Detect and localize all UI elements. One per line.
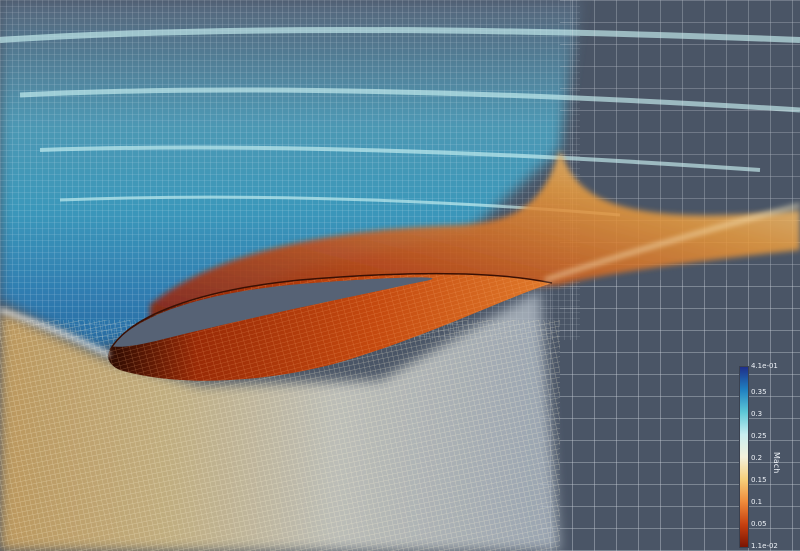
mach-colorbar: [739, 366, 749, 548]
colorbar-tick-label: 0.25: [751, 432, 767, 441]
colorbar-tick-label: 0.3: [751, 410, 763, 419]
colorbar-tick-label: 0.35: [751, 388, 767, 397]
colorbar-tick-label: 0.1: [751, 498, 763, 507]
colorbar-title: Mach: [772, 452, 781, 474]
colorbar-tick-label: 1.1e-02: [751, 542, 778, 550]
leading-edge-streak: [0, 308, 111, 357]
colorbar-tick-label: 0.2: [751, 454, 763, 463]
lower-right-mesh: [540, 280, 800, 551]
airfoil-upper-face: [112, 277, 433, 347]
colorbar-tick-label: 0.05: [751, 520, 767, 529]
trailing-edge-streak: [544, 203, 800, 282]
airfoil: [108, 272, 553, 381]
colorbar-tick-label: 0.15: [751, 476, 767, 485]
colorbar-tick-label: 4.1e-01: [751, 362, 778, 370]
